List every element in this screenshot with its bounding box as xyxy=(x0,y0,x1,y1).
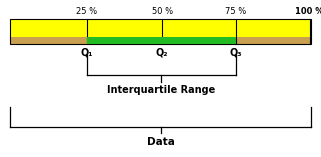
Text: 100 %: 100 % xyxy=(295,7,321,16)
Bar xyxy=(10,37,311,44)
Text: 50 %: 50 % xyxy=(152,7,173,16)
Text: Q₃: Q₃ xyxy=(230,47,242,57)
Bar xyxy=(10,19,311,44)
Bar xyxy=(10,19,311,37)
Text: Data: Data xyxy=(147,137,174,147)
Bar xyxy=(87,37,236,44)
Text: 75 %: 75 % xyxy=(225,7,247,16)
Text: Q₂: Q₂ xyxy=(156,47,168,57)
Text: Q₁: Q₁ xyxy=(81,47,93,57)
Text: Interquartile Range: Interquartile Range xyxy=(107,85,215,95)
Text: 25 %: 25 % xyxy=(76,7,97,16)
